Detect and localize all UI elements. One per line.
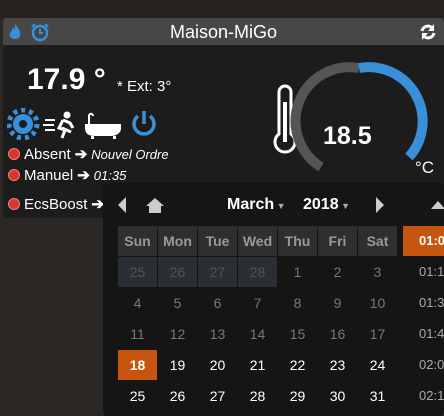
time-option[interactable]: 02:1	[419, 388, 444, 403]
arrow: ➔	[74, 146, 88, 163]
weekday: Wed	[238, 226, 277, 256]
day-cell: 27	[198, 257, 237, 287]
temperature: 17.9 °	[27, 63, 106, 96]
day-cell: 3	[373, 264, 382, 280]
prev-button[interactable]	[118, 197, 126, 213]
widget-title: Maison-MiGo	[169, 22, 278, 42]
refresh-button[interactable]	[419, 23, 437, 41]
time-option[interactable]: 02:0	[419, 357, 444, 372]
weekday: Sun	[118, 226, 157, 256]
weekday: Tue	[198, 226, 237, 256]
home-button[interactable]	[146, 198, 164, 213]
time-option[interactable]: 01:3	[419, 295, 444, 310]
day-cell[interactable]: 26	[169, 388, 186, 404]
top-strip	[0, 0, 444, 18]
day-cell[interactable]: 28	[249, 388, 266, 404]
day-cell: 11	[130, 326, 145, 342]
day-cell[interactable]: 23	[329, 357, 346, 373]
arrow: ➔	[77, 167, 90, 184]
weekday: Sat	[358, 226, 397, 256]
mode-status-dot	[8, 148, 20, 160]
day-cell[interactable]: 25	[129, 388, 146, 404]
gauge-value: 18.5	[323, 122, 372, 150]
day-cell: 7	[253, 295, 262, 311]
time-option[interactable]: 01:1	[419, 264, 444, 279]
day-cell: 14	[249, 326, 266, 342]
mode-icons	[7, 108, 156, 140]
widget-header: Maison-MiGo	[3, 18, 444, 45]
time-up-button[interactable]	[431, 201, 444, 209]
day-cell: 25	[118, 257, 157, 287]
year: 2018	[303, 196, 339, 213]
day-cell[interactable]: 30	[329, 388, 346, 404]
day-cell: 12	[169, 326, 186, 342]
bath-button[interactable]	[85, 112, 121, 139]
settings-button[interactable]	[7, 108, 40, 140]
mode-label: EcsBoost	[24, 195, 88, 213]
time-option[interactable]: 01:0	[403, 226, 444, 256]
day-cell: 5	[173, 295, 182, 311]
day-cell: 15	[289, 326, 306, 342]
mode-target: Nouvel Ordre	[91, 146, 169, 162]
day-cell: 6	[213, 295, 222, 311]
weekday: Fri	[318, 226, 357, 256]
mode-label: Absent	[24, 145, 71, 163]
day-cell[interactable]: 19	[169, 357, 186, 373]
day-cell[interactable]: 29	[289, 388, 306, 404]
gauge	[273, 62, 428, 172]
weekday: Thu	[278, 226, 317, 256]
day-cell: 9	[333, 295, 342, 311]
day-cell[interactable]: 21	[249, 357, 266, 373]
day-cell: 4	[133, 295, 142, 311]
gauge-unit: °C	[415, 158, 435, 177]
exterior-temperature: * Ext: 3°	[117, 78, 172, 95]
month: March	[227, 196, 275, 213]
mode-row: Absent ➔ Nouvel Ordre	[8, 145, 169, 163]
next-button[interactable]	[376, 197, 384, 213]
weekday: Mon	[158, 226, 197, 256]
mode-label: Manuel	[24, 166, 74, 184]
day-cell: 1	[293, 264, 302, 280]
header-icons	[9, 23, 49, 42]
widget: Maison-MiGo 17.9 ° * Ext: 3° 18.5 °C Boi…	[3, 18, 444, 218]
day-cell: 16	[329, 326, 346, 342]
month-select[interactable]: March ▼	[227, 196, 286, 213]
day-cell[interactable]: 20	[209, 357, 226, 373]
mode-row: Manuel ➔ 01:35	[8, 166, 126, 184]
mode-target: 01:35	[93, 167, 127, 183]
day-cell[interactable]: 27	[209, 388, 226, 404]
away-button[interactable]	[43, 111, 75, 139]
day-cell[interactable]: 31	[369, 388, 386, 404]
day-cell: 2	[333, 264, 342, 280]
datepicker-nav-right	[376, 197, 444, 213]
day-cell: 8	[293, 295, 302, 311]
mode-status-dot	[8, 198, 20, 210]
mode-status-dot	[8, 169, 20, 181]
day-cell: 17	[369, 326, 386, 342]
time-option[interactable]: 01:4	[419, 326, 444, 341]
day-cell: 10	[369, 295, 386, 311]
power-button[interactable]	[132, 111, 156, 136]
day-cell[interactable]: 24	[369, 357, 386, 373]
year-select[interactable]: 2018 ▼	[303, 196, 351, 213]
arrow: ➔	[91, 196, 104, 213]
datepicker: March ▼ 2018 ▼ Sun Mon Tue Wed Thu Fri Sat 25 26…	[103, 183, 444, 416]
day-cell: 28	[238, 257, 277, 287]
day-cell[interactable]: 18	[118, 350, 157, 380]
datepicker-nav	[118, 197, 164, 213]
day-cell[interactable]: 22	[289, 357, 306, 373]
mode-row: EcsBoost➔7	[8, 195, 115, 213]
day-cell: 13	[209, 326, 226, 342]
day-cell: 26	[158, 257, 197, 287]
